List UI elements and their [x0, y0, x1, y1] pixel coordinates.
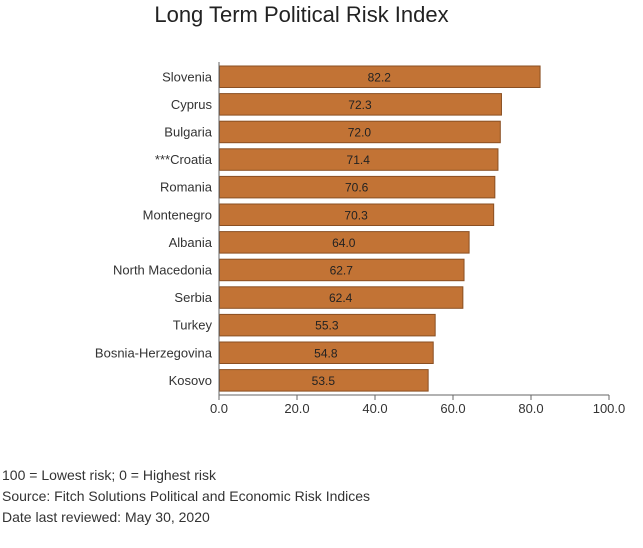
- category-label-montenegro: Montenegro: [143, 207, 212, 222]
- data-label-bosnia-herzegovina: 54.8: [314, 346, 338, 360]
- source-note: Source: Fitch Solutions Political and Ec…: [2, 488, 371, 504]
- category-label-slovenia: Slovenia: [162, 69, 213, 84]
- category-labels-layer: Slovenia Cyprus Bulgaria ***Croatia Romania M…: [95, 69, 213, 388]
- data-label-kosovo: 53.5: [312, 374, 336, 388]
- category-label-croatia: ***Croatia: [155, 152, 213, 167]
- category-label-serbia: Serbia: [174, 290, 212, 305]
- x-tick-label-0: 0.0: [210, 401, 228, 416]
- x-tick-label-40: 40.0: [362, 401, 387, 416]
- data-label-croatia: 71.4: [347, 153, 371, 167]
- risk-scale-note: 100 = Lowest risk; 0 = Highest risk: [2, 467, 216, 483]
- category-label-kosovo: Kosovo: [169, 373, 212, 388]
- x-tick-label-100: 100.0: [593, 401, 626, 416]
- data-label-montenegro: 70.3: [344, 208, 368, 222]
- data-label-romania: 70.6: [345, 181, 369, 195]
- category-label-north-macedonia: North Macedonia: [113, 262, 213, 277]
- x-axis: 0.0 20.0 40.0 60.0 80.0 100.0: [210, 62, 625, 416]
- bars-layer: 82.2 72.3 72.0 71.4 70.6 70.3 64.0 62.7 62.4 55.3…: [219, 65, 541, 392]
- category-label-bosnia-herzegovina: Bosnia-Herzegovina: [95, 345, 213, 360]
- category-label-romania: Romania: [160, 180, 213, 195]
- category-label-albania: Albania: [169, 235, 213, 250]
- x-tick-label-60: 60.0: [440, 401, 465, 416]
- data-label-bulgaria: 72.0: [348, 125, 372, 139]
- category-label-bulgaria: Bulgaria: [164, 124, 212, 139]
- category-label-turkey: Turkey: [173, 318, 213, 333]
- date-reviewed-note: Date last reviewed: May 30, 2020: [2, 509, 210, 525]
- category-label-cyprus: Cyprus: [171, 97, 213, 112]
- data-label-serbia: 62.4: [329, 291, 353, 305]
- data-label-north-macedonia: 62.7: [330, 263, 354, 277]
- x-tick-label-20: 20.0: [284, 401, 309, 416]
- data-label-albania: 64.0: [332, 236, 356, 250]
- data-label-slovenia: 82.2: [368, 70, 392, 84]
- x-tick-label-80: 80.0: [518, 401, 543, 416]
- chart-title: Long Term Political Risk Index: [154, 2, 449, 27]
- bar-chart: 82.2 72.3 72.0 71.4 70.6 70.3 64.0 62.7 62.4 55.3…: [95, 62, 625, 416]
- data-label-turkey: 55.3: [315, 319, 339, 333]
- data-label-cyprus: 72.3: [348, 98, 372, 112]
